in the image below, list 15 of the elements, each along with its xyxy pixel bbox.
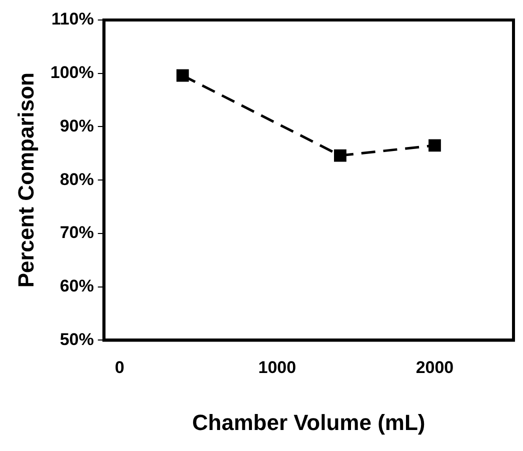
y-tick-label: 60% [60, 276, 94, 296]
y-tick-label: 80% [60, 170, 94, 189]
point [334, 149, 346, 162]
x-axis-title: Chamber Volume (mL) [192, 410, 426, 435]
x-tick-label: 0 [114, 358, 124, 378]
y-tick-label: 100% [50, 63, 94, 82]
y-tick-label: 110% [51, 10, 94, 29]
y-tick-label: 70% [60, 223, 94, 242]
y-tick-label: 50% [60, 330, 94, 349]
x-tick-label: 1000 [258, 358, 296, 378]
y-axis-title: Percent Comparison [13, 72, 38, 288]
point [428, 139, 441, 152]
y-tick-label: 90% [60, 116, 94, 136]
x-tick-label: 2000 [416, 358, 454, 378]
point [176, 69, 189, 82]
